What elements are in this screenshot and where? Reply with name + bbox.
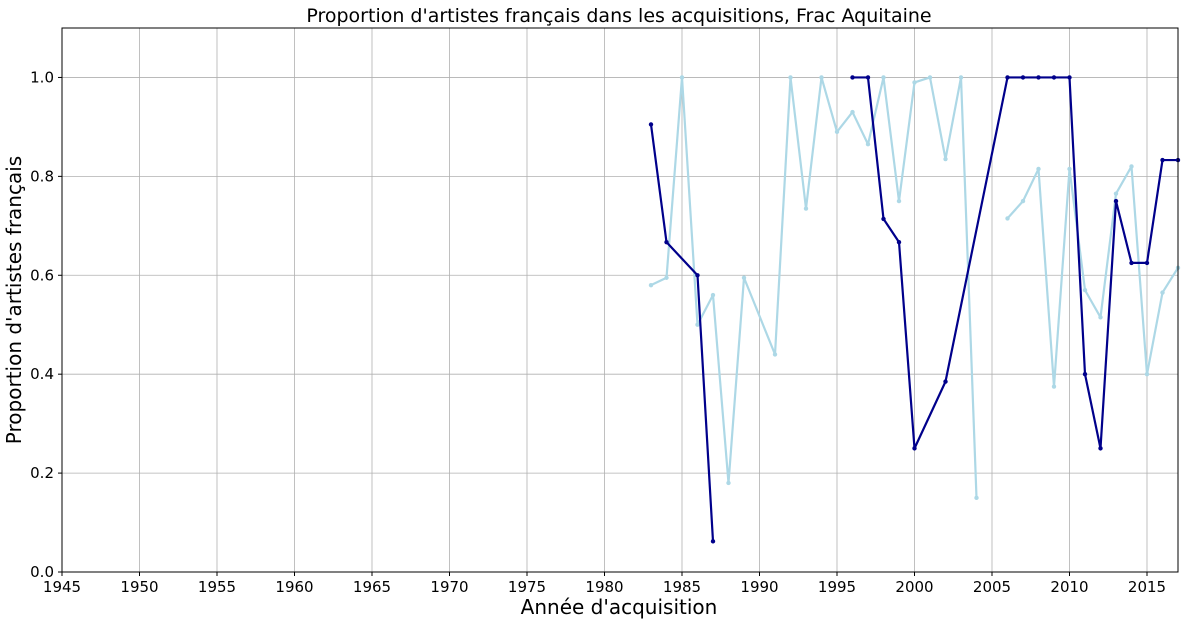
plot-frame [61,27,1179,573]
data-point [958,75,964,80]
x-tick-label: 2015 [1128,578,1166,596]
data-point [865,142,871,147]
data-point [896,239,902,245]
data-point [1082,371,1088,377]
data-point [710,292,716,298]
data-point [943,379,948,384]
y-axis-title: Proportion d'artistes français [2,156,26,444]
data-point [741,275,747,280]
data-point [943,156,948,162]
series-2 [648,75,1181,544]
data-point [1051,384,1057,389]
data-point [1129,260,1134,266]
x-tick-label: 1955 [198,578,236,596]
data-point [1098,315,1103,320]
series-1 [648,75,1181,501]
data-point [695,273,700,278]
data-point [1113,191,1119,196]
data-point [664,239,669,245]
y-tick-label: 0.6 [30,266,54,284]
x-tick-label: 1970 [430,578,468,596]
data-point [648,282,654,288]
data-point [1082,287,1088,293]
data-point [1098,446,1103,451]
data-point [1051,75,1057,80]
data-point [772,352,778,357]
data-point [1129,164,1134,169]
axis-ticks: 1945 1950 1955 1960 1965 1970 1975 1980 1985 1990… [30,68,1166,596]
data-point [803,206,809,211]
y-tick-label: 0.4 [30,365,54,383]
x-tick-label: 1990 [740,578,778,596]
data-point [974,495,979,501]
data-point [1067,166,1072,172]
x-tick-label: 2000 [895,578,933,596]
series-layer [648,75,1181,544]
data-point [881,75,886,80]
data-point [1036,75,1041,80]
data-point [1020,75,1026,80]
x-tick-label: 1975 [508,578,546,596]
data-point [850,109,855,115]
data-point [710,539,716,544]
x-tick-label: 1945 [43,578,81,596]
data-point [695,322,700,327]
data-point [1005,216,1010,221]
x-tick-label: 1980 [585,578,623,596]
series-line [649,124,715,542]
data-point [865,75,871,80]
x-tick-label: 1995 [818,578,856,596]
data-point [788,75,793,80]
y-tick-label: 1.0 [30,68,54,86]
data-point [912,80,917,85]
data-point [664,275,669,280]
y-tick-label: 0.0 [30,563,54,581]
y-tick-label: 0.2 [30,464,54,482]
series-line [852,76,1178,450]
x-tick-label: 1985 [663,578,701,596]
x-tick-label: 1960 [275,578,313,596]
data-point [834,129,840,135]
data-point [1036,166,1041,172]
x-tick-label: 2005 [973,578,1011,596]
data-point [726,480,731,486]
data-point [1160,157,1165,163]
data-point [1067,75,1072,80]
data-point [1144,371,1150,377]
data-point [1020,198,1026,204]
x-axis-title: Année d'acquisition [521,595,718,619]
x-tick-label: 1965 [353,578,391,596]
data-point [1113,198,1119,204]
data-point [927,75,933,80]
data-point [1005,75,1010,80]
data-point [912,446,917,451]
data-point [1144,260,1150,266]
data-point [819,75,824,80]
data-point [679,75,685,80]
series-line [1006,165,1179,388]
chart-title: Proportion d'artistes français dans les … [306,5,931,27]
data-point [881,216,886,222]
series-line [650,76,978,498]
data-point [648,122,654,127]
y-tick-label: 0.8 [30,167,54,185]
data-point [1160,290,1165,295]
data-point [850,75,855,80]
x-tick-label: 1950 [120,578,158,596]
x-tick-label: 2010 [1050,578,1088,596]
grid [61,28,1178,573]
data-point [896,198,902,204]
